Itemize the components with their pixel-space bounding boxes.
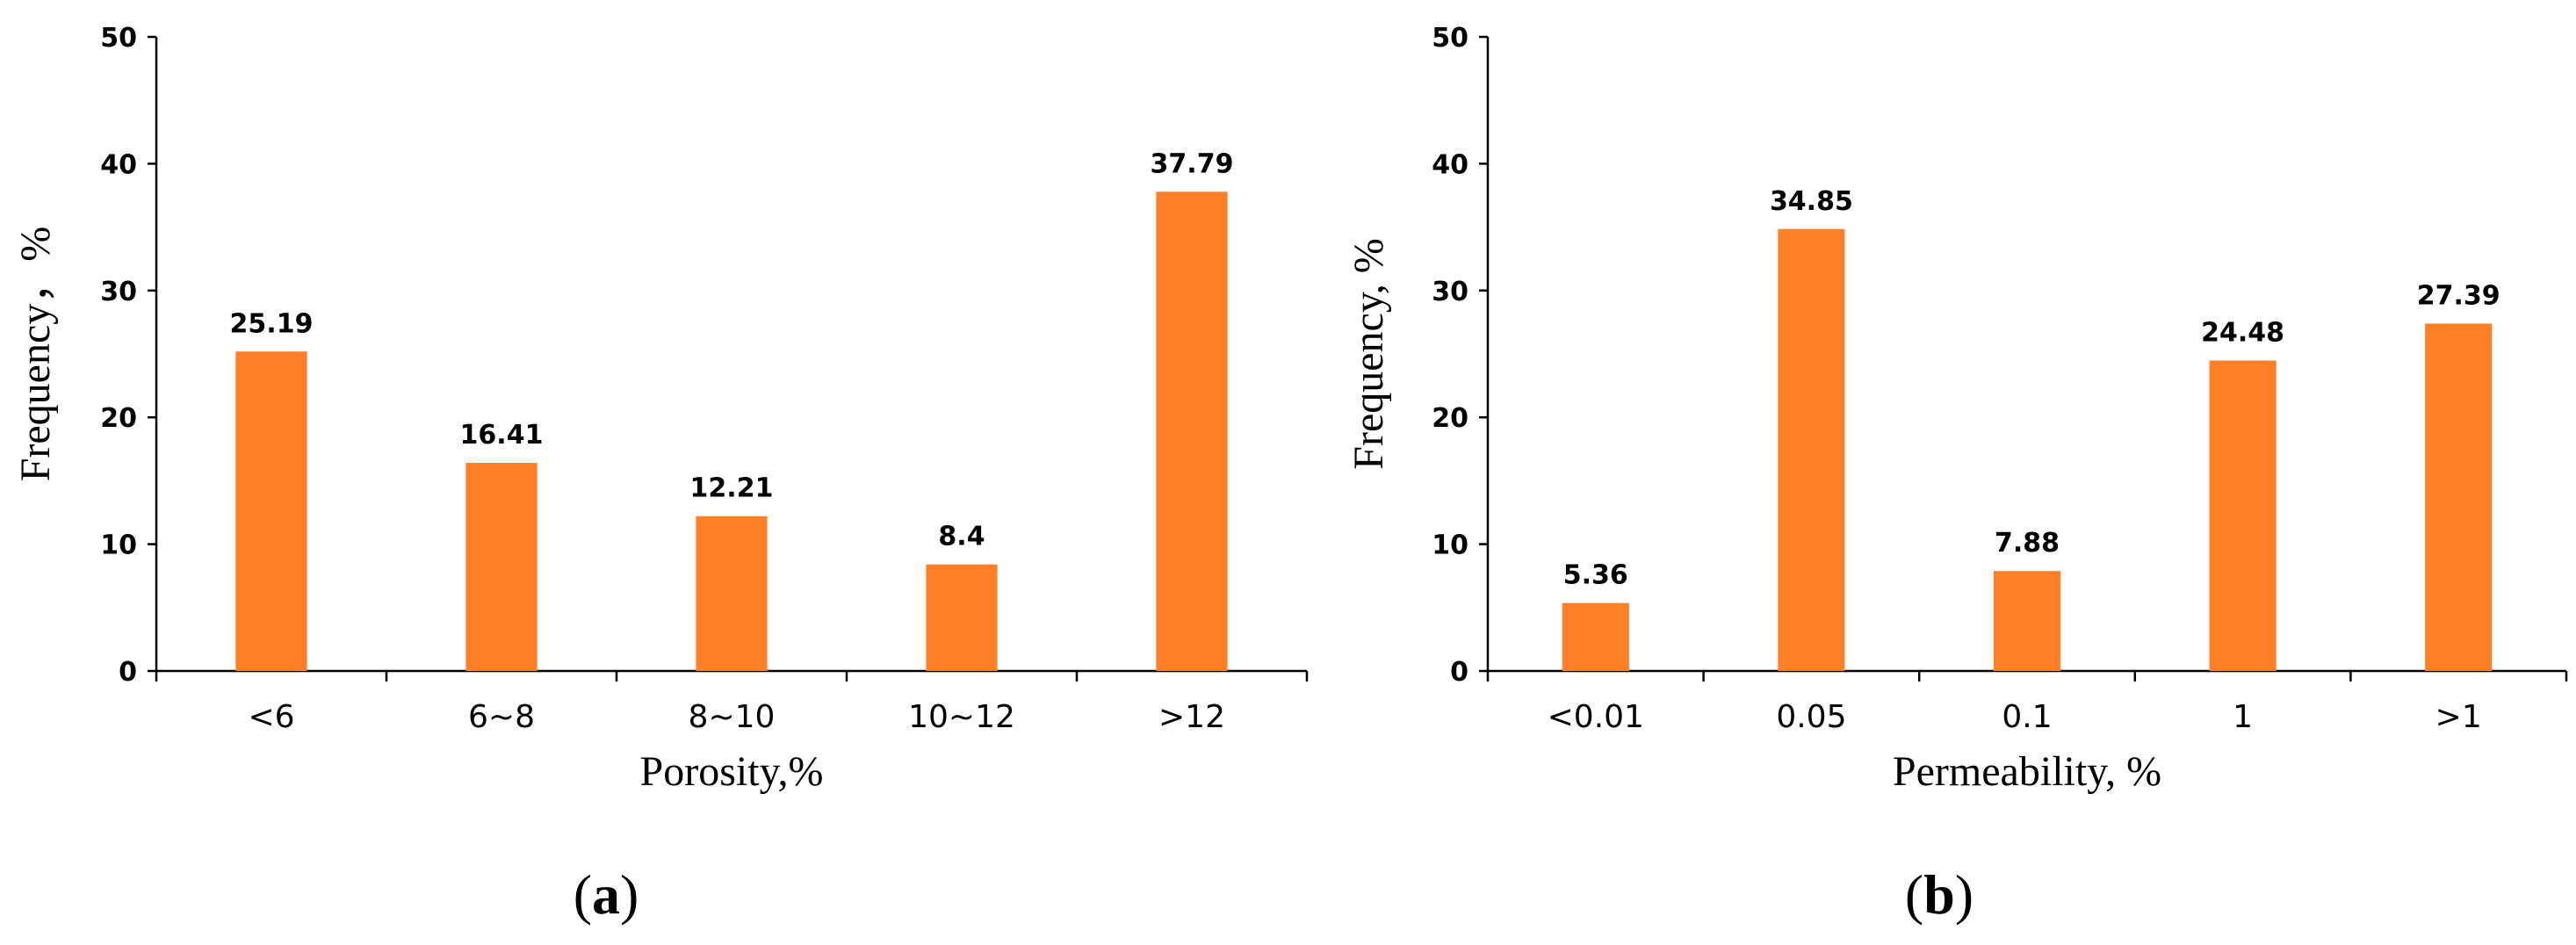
bar-permeability-3 — [2209, 360, 2277, 671]
bar-permeability-4 — [2425, 323, 2493, 671]
y-tick-label: 10 — [100, 530, 137, 561]
bar-permeability-2 — [1993, 571, 2061, 671]
y-tick-label: 0 — [119, 657, 137, 688]
y-axis-title: Frequency，% — [12, 227, 59, 482]
y-tick-label: 10 — [1432, 530, 1468, 561]
panel-label-paren: ( — [574, 863, 592, 926]
y-tick-label: 0 — [1450, 657, 1468, 688]
x-tick-label: <0.01 — [1548, 699, 1644, 735]
y-tick-label: 50 — [100, 23, 137, 54]
x-tick-label: 1 — [2233, 699, 2253, 735]
bar-permeability-0 — [1562, 602, 1629, 671]
panel-label-letter: b — [1923, 863, 1955, 926]
data-label: 37.79 — [1151, 148, 1234, 179]
data-label: 24.48 — [2201, 318, 2284, 349]
data-label: 7.88 — [1995, 528, 2060, 559]
x-tick-label: <6 — [248, 699, 294, 735]
x-tick-label: 6~8 — [468, 699, 535, 735]
data-label: 5.36 — [1563, 560, 1628, 591]
panel-label: (a) — [574, 863, 639, 926]
data-label: 25.19 — [230, 308, 314, 339]
y-tick-label: 40 — [1432, 149, 1468, 180]
data-label: 16.41 — [460, 420, 544, 451]
y-tick-label: 30 — [1432, 277, 1468, 307]
bar-porosity-1 — [465, 463, 538, 671]
x-axis-title: Porosity,% — [640, 748, 824, 795]
bar-porosity-0 — [235, 351, 307, 671]
bar-porosity-2 — [696, 516, 768, 671]
x-tick-label: 0.1 — [2002, 699, 2052, 735]
y-tick-label: 30 — [100, 277, 137, 307]
x-tick-label: 0.05 — [1776, 699, 1846, 735]
panel-label-letter: a — [592, 863, 620, 926]
panel-label-paren: ) — [1955, 863, 1973, 926]
x-tick-label: >1 — [2435, 699, 2482, 735]
panel-label-paren: ) — [620, 863, 639, 926]
data-label: 34.85 — [1770, 186, 1853, 217]
x-tick-label: 8~10 — [689, 699, 776, 735]
y-tick-label: 20 — [1432, 403, 1468, 434]
x-tick-label: >12 — [1158, 699, 1225, 735]
panel-label: (b) — [1905, 863, 1973, 926]
y-tick-label: 20 — [100, 403, 137, 434]
y-tick-label: 50 — [1432, 23, 1468, 54]
bar-porosity-3 — [926, 564, 998, 671]
data-label: 8.4 — [938, 522, 985, 552]
data-label: 27.39 — [2417, 280, 2500, 311]
bar-porosity-4 — [1156, 191, 1228, 672]
data-label: 12.21 — [690, 473, 774, 504]
y-tick-label: 40 — [100, 149, 137, 180]
bar-permeability-1 — [1778, 228, 1845, 671]
panel-label-paren: ( — [1905, 863, 1923, 926]
x-tick-label: 10~12 — [908, 699, 1015, 735]
y-axis-title: Frequency, % — [1346, 238, 1392, 469]
x-axis-title: Permeability, % — [1893, 748, 2161, 795]
